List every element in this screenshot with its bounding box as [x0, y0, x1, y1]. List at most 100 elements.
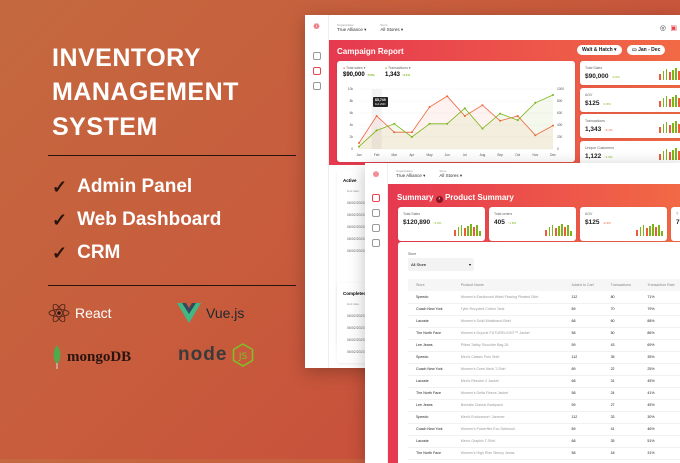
column-header[interactable]: Transactions: [602, 279, 640, 291]
data-point[interactable]: [552, 94, 554, 96]
product-name-cell: Women's Crew Neck T-Shirt: [452, 363, 564, 376]
product-name-cell: Men's Classic Polo Shirt: [452, 351, 564, 364]
sidebar-store-icon[interactable]: [372, 224, 380, 232]
end-date-cell: 06/02/2023: [347, 225, 365, 229]
column-header[interactable]: Product Name: [452, 279, 564, 291]
data-point[interactable]: [552, 124, 554, 127]
data-point[interactable]: [375, 129, 378, 132]
sidebar-summary-icon[interactable]: [372, 194, 380, 202]
added-to-cart-cell: 68: [563, 435, 603, 448]
data-point[interactable]: [393, 131, 396, 134]
data-point[interactable]: [428, 106, 431, 108]
product-name-cell: Borealis Classic Backpack: [452, 399, 564, 412]
store-select[interactable]: Store All Stores ▾: [439, 168, 463, 178]
data-point[interactable]: [428, 122, 431, 125]
sidebar-campaign-icon[interactable]: [312, 67, 321, 75]
stat-label: T: [676, 212, 679, 216]
column-header[interactable]: Store: [408, 279, 453, 291]
transactions-cell: 27: [602, 399, 640, 412]
table-row[interactable]: Coach New York Women's Crew Neck T-Shirt 8…: [408, 363, 680, 376]
data-point[interactable]: [534, 134, 537, 137]
sidebar-campaign-icon[interactable]: [372, 209, 380, 217]
left-tick-label: 2k: [350, 135, 354, 139]
end-date-cell: 06/02/2023: [347, 350, 365, 354]
mini-bar-chart: [659, 119, 680, 133]
calendar-icon: ▭: [632, 47, 637, 53]
series-area: [359, 95, 553, 149]
table-row[interactable]: Lee Jeans Pillow Tabby Shoulder Bag 26 59 4…: [408, 339, 680, 352]
table-row[interactable]: Lacoste Women's Solid Waistband Brief 68 60…: [408, 315, 680, 328]
store-cell: Lacoste: [408, 435, 453, 448]
data-point[interactable]: [516, 115, 519, 117]
added-to-cart-cell: 59: [563, 399, 603, 412]
sidebar-store-icon[interactable]: [312, 82, 321, 90]
store-cell: Speedo: [408, 291, 453, 304]
data-point[interactable]: [463, 107, 466, 110]
data-point[interactable]: [358, 145, 360, 148]
store-cell: Coach New York: [408, 363, 453, 376]
mini-bar: [659, 100, 662, 107]
mini-bar: [674, 94, 677, 107]
notification-icon[interactable]: ▣: [670, 24, 677, 32]
series-line-transactions: [358, 94, 554, 147]
table-row[interactable]: Lee Jeans Borealis Classic Backpack 59 27 45…: [408, 399, 680, 412]
mini-bar: [645, 228, 648, 236]
brand-filter-button[interactable]: Walt & Hatch ▾: [577, 45, 622, 55]
data-point[interactable]: [499, 112, 502, 115]
data-point[interactable]: [393, 122, 396, 125]
x-tick-label: Aug: [480, 153, 486, 157]
table-row[interactable]: Speedo Men's Endurance+ Jammer 112 33 30%: [408, 411, 680, 424]
table-row[interactable]: The North Face Women's Delta Fleece Jacke…: [408, 387, 680, 400]
org-select[interactable]: Organization True Alliance ▾: [396, 168, 426, 178]
product-name-cell: Tyler Recycled Cotton Tank: [452, 303, 564, 316]
data-point[interactable]: [481, 104, 484, 107]
sidebar-products-icon[interactable]: [372, 239, 380, 247]
mini-bar: [551, 225, 554, 236]
data-point[interactable]: [375, 115, 378, 117]
data-point[interactable]: [358, 142, 360, 144]
store-select[interactable]: Store All Stores ▾: [380, 22, 404, 32]
left-tick-label: 10k: [348, 87, 354, 91]
table-row[interactable]: Lacoste Men's Graphic T-Shirt 68 35 51%: [408, 435, 680, 448]
store-filter-select[interactable]: All Store ▾: [408, 258, 474, 271]
column-header[interactable]: Added to Cart: [563, 279, 603, 291]
data-point[interactable]: [463, 115, 466, 117]
column-header[interactable]: Transaction Rate: [639, 279, 680, 291]
org-select[interactable]: Organization True Alliance ▾: [337, 22, 367, 32]
data-point[interactable]: [446, 122, 449, 125]
table-row[interactable]: Speedo Women's Eastbound Waist Flowing Pl…: [408, 291, 680, 304]
table-row[interactable]: The North Face Women's Dryzzle FUTURELIGH…: [408, 327, 680, 340]
active-title: Active: [343, 178, 357, 183]
end-date-cell: 06/02/2023: [347, 338, 365, 342]
sidebar-dashboard-icon[interactable]: [312, 52, 321, 60]
feature-item: ✓ Admin Panel: [52, 176, 192, 198]
data-point[interactable]: [516, 119, 519, 122]
data-point[interactable]: [410, 136, 413, 138]
data-point[interactable]: [534, 101, 537, 104]
legend-transactions[interactable]: ● Transactions ▾: [385, 66, 411, 70]
added-to-cart-cell: 89: [563, 423, 603, 436]
breadcrumb-summary[interactable]: Summary: [397, 193, 434, 202]
product-name-cell: Women's Powerflex Eco Swimsuit: [452, 423, 564, 436]
mini-bar: [479, 231, 481, 236]
data-point[interactable]: [499, 119, 502, 122]
legend-sales[interactable]: ● Total sales ▾: [343, 66, 366, 70]
table-row[interactable]: Speedo Men's Classic Polo Shirt 112 35 35%: [408, 351, 680, 364]
check-icon: ✓: [52, 176, 68, 197]
left-tick-label: 8k: [350, 99, 354, 103]
feature-item: ✓ CRM: [52, 242, 120, 264]
data-point[interactable]: [410, 131, 413, 134]
table-row[interactable]: The North Face Women's High Rise Skinny J…: [408, 447, 680, 460]
stat-value: 405 ↑1.8%: [494, 219, 517, 226]
line-chart: 0 0 2k 200 4k 400 6k 600 8k 800 10k 1000 Jan Feb Mar Ap…: [348, 87, 564, 157]
table-row[interactable]: Coach New York Women's Powerflex Eco Swim…: [408, 423, 680, 436]
table-row[interactable]: Coach New York Tyler Recycled Cotton Tank…: [408, 303, 680, 316]
data-point[interactable]: [481, 127, 484, 130]
data-point[interactable]: [446, 95, 449, 98]
table-row[interactable]: Lacoste Men's Resolve 2 Jacket 68 31 45%: [408, 375, 680, 388]
date-range-button[interactable]: ▭ Jan - Dec: [627, 45, 666, 55]
help-icon[interactable]: ◎: [659, 24, 666, 32]
product-name-cell: Men's Resolve 2 Jacket: [452, 375, 564, 388]
mini-bar-chart: [454, 222, 481, 236]
breadcrumb: Summary › Product Summary: [397, 193, 514, 203]
